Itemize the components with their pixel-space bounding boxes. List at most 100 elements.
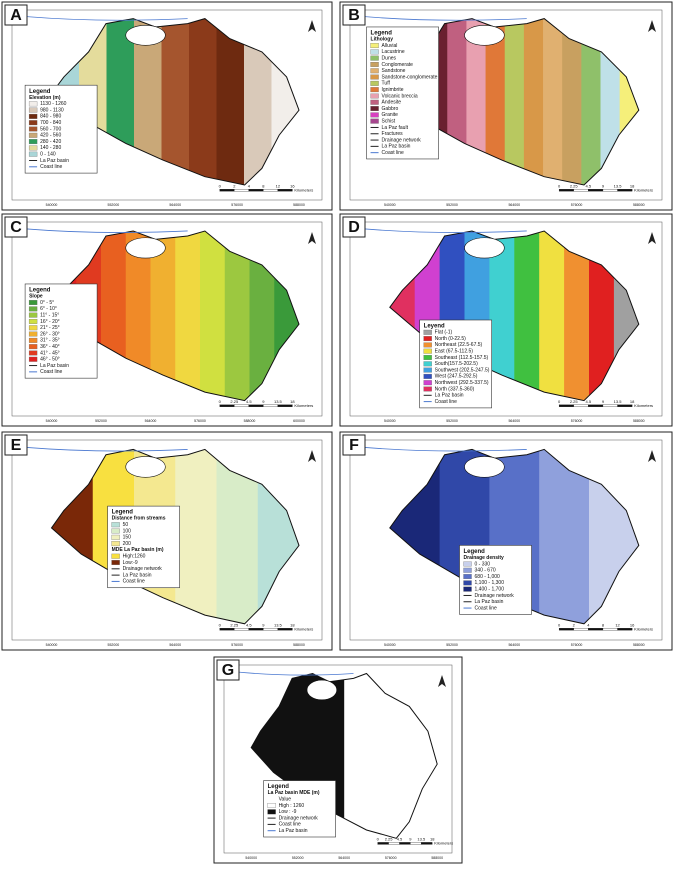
legend-heading: Distance from streams bbox=[112, 516, 166, 522]
legend-swatch bbox=[370, 87, 379, 93]
scale-unit: Kilometers bbox=[294, 403, 313, 408]
scale-segment bbox=[573, 404, 589, 407]
scale-segment bbox=[573, 628, 589, 631]
basin-outline bbox=[389, 230, 640, 402]
legend-swatch bbox=[267, 803, 276, 808]
legend-label: Alluvial bbox=[382, 43, 398, 49]
scale-segment bbox=[617, 189, 633, 192]
legend-label: 21° - 25° bbox=[40, 325, 60, 331]
legend-swatch bbox=[111, 522, 120, 528]
legend-swatch bbox=[423, 380, 432, 386]
legend-label: 420 - 560 bbox=[40, 133, 61, 139]
legend-swatch bbox=[423, 373, 432, 379]
terrain-band bbox=[175, 231, 201, 401]
scale-segment bbox=[263, 628, 279, 631]
scale-unit: Kilometers bbox=[294, 626, 313, 631]
legend-swatch bbox=[370, 106, 379, 112]
legend-label: Low:-9 bbox=[123, 560, 138, 566]
legend-label: Coast line bbox=[279, 822, 301, 828]
legend-swatch bbox=[111, 541, 120, 547]
terrain-band bbox=[514, 231, 541, 401]
scale-label: 4 bbox=[248, 183, 251, 188]
legend-label: La Paz basin bbox=[382, 144, 411, 150]
north-arrow bbox=[648, 20, 656, 32]
scale-label: 2.25 bbox=[230, 399, 239, 404]
scale-label: 0 bbox=[377, 836, 380, 841]
legend-swatch bbox=[423, 386, 432, 392]
inner-frame bbox=[349, 439, 663, 641]
scale-label: 0 bbox=[558, 399, 561, 404]
scale-segment bbox=[399, 842, 411, 845]
terrain-band bbox=[504, 18, 525, 185]
scale-segment bbox=[234, 189, 249, 192]
scale-segment bbox=[248, 189, 264, 192]
legend-label: South(157.5-202.5) bbox=[435, 361, 478, 367]
legend-swatch bbox=[28, 151, 38, 157]
legend-label: 200 bbox=[123, 541, 132, 547]
legend-swatch bbox=[370, 74, 379, 80]
scale-segment bbox=[234, 404, 249, 407]
scale-segment bbox=[388, 842, 400, 845]
terrain-band bbox=[543, 18, 564, 185]
scale-label: 13.5 bbox=[614, 399, 623, 404]
legend-title: Legend bbox=[268, 784, 290, 790]
legend-swatch bbox=[370, 62, 379, 67]
legend-swatch bbox=[267, 809, 276, 815]
legend-swatch bbox=[28, 126, 38, 132]
scale-segment bbox=[602, 189, 618, 192]
scale-label: 8 bbox=[602, 622, 605, 627]
scale-segment bbox=[617, 628, 633, 631]
legend-label: Tuff bbox=[382, 81, 391, 87]
legend-title: Legend bbox=[29, 89, 51, 95]
scale-label: 18 bbox=[290, 622, 295, 627]
x-coordinate: 540000 bbox=[46, 419, 58, 423]
legend-label: East (67.5-112.5) bbox=[435, 349, 474, 355]
scale-unit: Kilometers bbox=[434, 840, 453, 845]
legend-swatch bbox=[111, 534, 120, 540]
legend-label: Granite bbox=[382, 112, 399, 118]
legend-label: 6° - 10° bbox=[40, 306, 57, 312]
bay bbox=[125, 456, 166, 478]
scale-label: 13.5 bbox=[614, 183, 623, 188]
scale-label: 4.5 bbox=[246, 622, 252, 627]
legend-label: 0° - 5° bbox=[40, 300, 54, 306]
scale-unit: Kilometers bbox=[634, 187, 653, 192]
legend-label: 980 - 1130 bbox=[40, 107, 64, 113]
panel-letter: F bbox=[349, 437, 359, 454]
legend-label: North (337.5-360) bbox=[435, 386, 475, 392]
x-coordinate: 588000 bbox=[431, 856, 443, 860]
legend-swatch bbox=[28, 312, 38, 318]
legend-label: Northwest (292.5-337.5) bbox=[435, 380, 489, 386]
legend-swatch bbox=[423, 342, 432, 348]
legend-label: Lacustrine bbox=[382, 49, 405, 55]
legend-label: High:1260 bbox=[123, 554, 146, 560]
legend-label: Drainage network bbox=[475, 593, 515, 599]
terrain-band bbox=[581, 18, 602, 185]
x-coordinate: 564000 bbox=[508, 643, 520, 647]
legend-swatch bbox=[111, 528, 120, 534]
bay bbox=[464, 456, 505, 478]
terrain-band bbox=[466, 18, 487, 185]
legend-label: Drainage network bbox=[123, 566, 163, 572]
x-coordinate: 552000 bbox=[446, 203, 458, 207]
legend-label: 340 - 670 bbox=[475, 568, 496, 574]
scale-label: 16 bbox=[630, 622, 635, 627]
legend-label: Coast line bbox=[435, 399, 457, 405]
bay bbox=[125, 24, 166, 46]
legend-swatch bbox=[370, 99, 379, 105]
scale-label: 9 bbox=[602, 183, 605, 188]
scale-label: 2.25 bbox=[385, 836, 394, 841]
scale-label: 18 bbox=[430, 836, 435, 841]
x-coordinate: 564000 bbox=[145, 419, 157, 423]
panel-letter-box bbox=[342, 434, 366, 456]
terrain-band bbox=[216, 18, 245, 185]
x-coordinate: 588000 bbox=[633, 419, 645, 423]
x-coordinate: 552000 bbox=[446, 643, 458, 647]
legend-label: Southwest (202.5-247.5) bbox=[435, 367, 490, 373]
x-coordinate: 588000 bbox=[244, 419, 256, 423]
legend-label: 26° - 30° bbox=[40, 331, 60, 337]
scale-label: 2.25 bbox=[570, 399, 579, 404]
terrain-band bbox=[224, 231, 251, 401]
legend-label: Fractures bbox=[382, 131, 404, 137]
